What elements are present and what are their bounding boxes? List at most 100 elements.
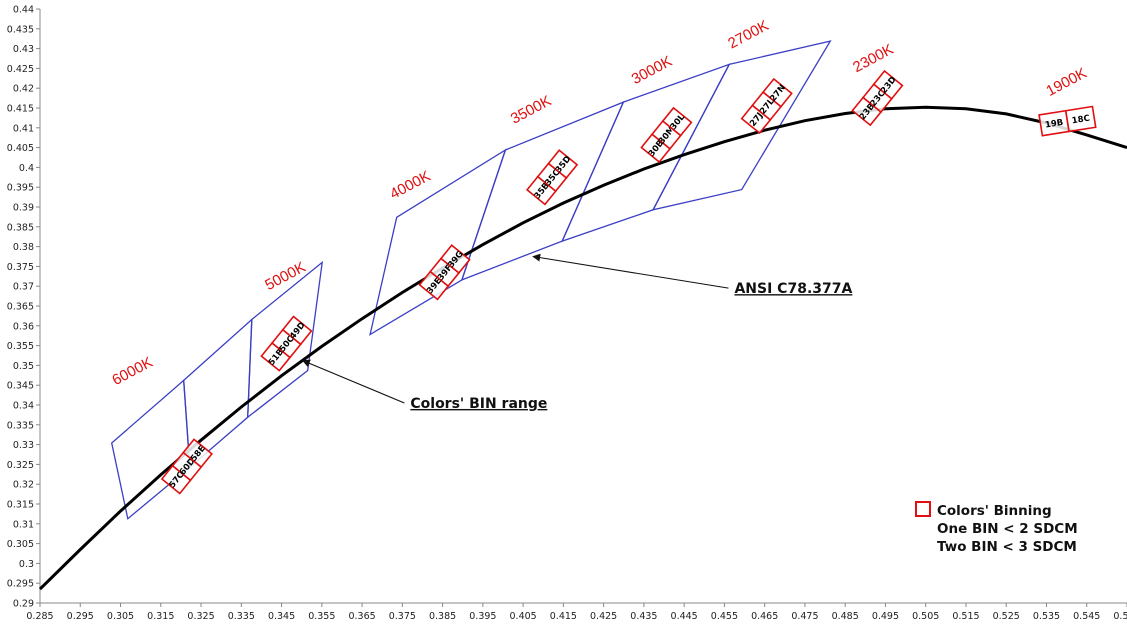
annotations: ANSI C78.377A Colors' BIN range (301, 253, 852, 412)
x-tick-label: 0.315 (147, 611, 174, 622)
cct-label: 2300K (850, 41, 896, 76)
y-tick-label: 0.325 (7, 460, 34, 471)
x-tick-label: 0.495 (872, 611, 899, 622)
y-tick-label: 0.42 (13, 84, 34, 95)
bin-label: 18C (1071, 114, 1090, 127)
y-tick-label: 0.36 (13, 321, 34, 332)
y-tick-label: 0.33 (13, 440, 34, 451)
x-tick-label: 0.415 (550, 611, 577, 622)
cct-label: 5000K (262, 259, 308, 294)
bin-cell (872, 69, 904, 100)
cct-label: 3500K (508, 92, 554, 127)
x-tick-label: 0.435 (630, 611, 657, 622)
annotation-arrow (301, 359, 405, 404)
y-tick-label: 0.41 (13, 123, 34, 134)
x-tick-label: 0.345 (268, 611, 295, 622)
y-tick-label: 0.305 (7, 539, 34, 550)
x-tick-label: 0.285 (26, 611, 53, 622)
y-tick-label: 0.3 (19, 559, 34, 570)
legend-swatch (915, 501, 931, 517)
bin-cell (1064, 105, 1097, 133)
y-tick-label: 0.4 (19, 163, 34, 174)
x-tick-label: 0.395 (469, 611, 496, 622)
y-tick-label: 0.345 (7, 381, 34, 392)
y-tick-label: 0.415 (7, 104, 34, 115)
y-tick-label: 0.435 (7, 24, 34, 35)
cct-label: 3000K (629, 53, 675, 88)
x-tick-label: 0.405 (510, 611, 537, 622)
x-tick-label: 0.445 (671, 611, 698, 622)
x-tick-label: 0.425 (590, 611, 617, 622)
x-tick-label: 0.555 (1113, 611, 1127, 622)
y-tick-label: 0.355 (7, 341, 34, 352)
y-tick-label: 0.29 (13, 599, 34, 610)
x-tick-label: 0.325 (187, 611, 214, 622)
y-tick-label: 0.44 (13, 5, 34, 16)
y-tick-label: 0.315 (7, 500, 34, 511)
x-tick-label: 0.475 (791, 611, 818, 622)
x-tick-label: 0.525 (993, 611, 1020, 622)
x-tick-label: 0.455 (711, 611, 738, 622)
ansi-quadrangle (110, 379, 191, 520)
bin-cell (761, 77, 793, 108)
bin-group: 19B 18C (1038, 105, 1097, 137)
y-tick-label: 0.39 (13, 203, 34, 214)
annotation-label: ANSI C78.377A (734, 281, 852, 297)
y-tick-label: 0.34 (13, 401, 34, 412)
cct-labels: 6000K 5000K 4000K 3500K 3000K 2700K 2300K 1900K (109, 17, 1089, 389)
x-tick-label: 0.485 (832, 611, 859, 622)
planckian-locus-curve (38, 105, 1127, 591)
x-tick-label: 0.465 (751, 611, 778, 622)
bin-cell (281, 315, 313, 346)
y-tick-label: 0.295 (7, 579, 34, 590)
x-tick-label: 0.375 (389, 611, 416, 622)
y-tick-label: 0.385 (7, 222, 34, 233)
x-tick-label: 0.545 (1073, 611, 1100, 622)
legend: Colors' Binning One BIN < 2 SDCM Two BIN… (915, 501, 1078, 555)
bin-cell (661, 106, 693, 137)
cct-label: 2700K (725, 17, 771, 52)
x-tick-label: 0.295 (67, 611, 94, 622)
y-tick-label: 0.35 (13, 361, 34, 372)
y-tick-label: 0.32 (13, 480, 34, 491)
legend-item-binning: Colors' Binning (937, 503, 1052, 519)
cct-label: 6000K (109, 354, 155, 389)
y-tick-label: 0.31 (13, 519, 34, 530)
x-tick-label: 0.385 (429, 611, 456, 622)
y-tick-label: 0.38 (13, 242, 34, 253)
legend-item-two-bin: Two BIN < 3 SDCM (937, 539, 1077, 555)
x-tick-label: 0.335 (228, 611, 255, 622)
axes: 0.29 0.295 0.3 0.305 0.31 0.315 0.32 0.325 0.33 0… (7, 5, 1127, 622)
x-tick-label: 0.305 (107, 611, 134, 622)
bin-cell (547, 149, 579, 180)
y-tick-label: 0.405 (7, 143, 34, 154)
y-tick-label: 0.37 (13, 282, 34, 293)
ansi-quadrangles (110, 40, 832, 520)
x-tick-label: 0.505 (912, 611, 939, 622)
cct-label: 1900K (1043, 65, 1089, 100)
y-tick-label: 0.365 (7, 302, 34, 313)
legend-item-one-bin: One BIN < 2 SDCM (937, 521, 1078, 537)
y-tick-label: 0.395 (7, 183, 34, 194)
x-tick-label: 0.355 (308, 611, 335, 622)
x-tick-label: 0.365 (348, 611, 375, 622)
x-tick-label: 0.515 (952, 611, 979, 622)
planckian-locus-layer (38, 105, 1127, 591)
x-tick-label: 0.535 (1033, 611, 1060, 622)
bin-cell (439, 244, 471, 275)
annotation-label: Colors' BIN range (410, 396, 547, 412)
ansi-quadrangle (651, 40, 832, 211)
annotation-arrow (532, 253, 729, 289)
y-tick-label: 0.43 (13, 44, 34, 55)
cct-label: 4000K (387, 168, 433, 203)
y-tick-label: 0.335 (7, 420, 34, 431)
ansi-quadrangle (246, 260, 324, 419)
